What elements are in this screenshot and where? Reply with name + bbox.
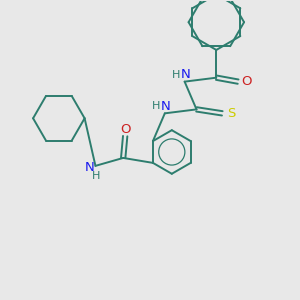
Text: H: H [92,171,101,181]
Text: H: H [172,70,180,80]
Text: H: H [152,101,160,111]
Text: N: N [161,100,171,113]
Text: O: O [120,123,130,136]
Text: N: N [85,161,94,174]
Text: O: O [241,75,251,88]
Text: N: N [181,68,190,81]
Text: S: S [227,107,236,120]
